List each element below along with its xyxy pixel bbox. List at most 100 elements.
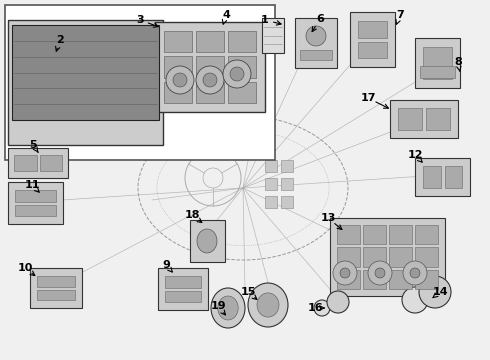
Bar (415, 158, 470, 196)
Bar (426, 108, 450, 130)
Bar (37, 289, 75, 300)
Bar (196, 31, 224, 52)
Bar (15, 204, 56, 216)
Ellipse shape (197, 229, 217, 253)
Bar (196, 56, 224, 78)
Ellipse shape (327, 291, 349, 313)
Bar (165, 291, 201, 302)
Bar (30, 268, 82, 308)
Bar (295, 18, 337, 68)
Ellipse shape (419, 276, 451, 308)
Text: 8: 8 (454, 57, 462, 67)
Bar (390, 100, 458, 138)
Bar (337, 225, 360, 244)
Ellipse shape (218, 296, 238, 320)
Ellipse shape (203, 73, 217, 87)
Bar (281, 160, 293, 172)
Text: 12: 12 (407, 150, 423, 160)
Text: 2: 2 (56, 35, 64, 45)
Text: 16: 16 (307, 303, 323, 313)
Bar (8, 20, 163, 145)
Bar (389, 270, 412, 289)
Bar (281, 178, 293, 190)
Bar (444, 166, 462, 188)
Text: 11: 11 (24, 180, 40, 190)
Bar (420, 66, 455, 78)
Ellipse shape (257, 293, 279, 317)
Text: 10: 10 (17, 263, 33, 273)
Bar (415, 38, 460, 88)
Ellipse shape (340, 268, 350, 278)
Text: 1: 1 (261, 15, 269, 25)
Ellipse shape (410, 268, 420, 278)
Ellipse shape (211, 288, 245, 328)
Ellipse shape (230, 67, 244, 81)
Text: 13: 13 (320, 213, 336, 223)
Bar (196, 82, 224, 103)
Ellipse shape (173, 73, 187, 87)
Text: 7: 7 (396, 10, 404, 20)
Bar (389, 225, 412, 244)
Bar (265, 178, 277, 190)
Bar (14, 155, 36, 171)
Bar (228, 31, 256, 52)
Text: 3: 3 (136, 15, 144, 25)
Bar (330, 218, 445, 296)
Ellipse shape (403, 261, 427, 285)
Ellipse shape (368, 261, 392, 285)
Ellipse shape (314, 300, 330, 316)
Text: 4: 4 (222, 10, 230, 20)
Bar (363, 247, 386, 267)
Bar (423, 47, 452, 79)
Bar (228, 82, 256, 103)
Bar (8, 182, 63, 224)
Ellipse shape (375, 268, 385, 278)
Bar (300, 50, 332, 60)
Bar (389, 247, 412, 267)
Text: 14: 14 (432, 287, 448, 297)
Bar (164, 56, 192, 78)
Ellipse shape (306, 26, 326, 46)
Bar (37, 276, 75, 287)
Bar (281, 196, 293, 208)
Ellipse shape (223, 60, 251, 88)
Text: 6: 6 (316, 14, 324, 24)
Bar (415, 225, 438, 244)
Ellipse shape (196, 66, 224, 94)
Text: 19: 19 (210, 301, 226, 311)
Bar (350, 12, 395, 67)
Bar (40, 155, 62, 171)
Bar (363, 270, 386, 289)
Bar (8, 148, 68, 178)
Bar (5, 5, 275, 160)
Bar (358, 21, 387, 37)
Bar (415, 247, 438, 267)
Bar (228, 56, 256, 78)
Ellipse shape (402, 287, 428, 313)
Bar (262, 18, 284, 53)
Bar (12, 25, 159, 120)
Bar (164, 31, 192, 52)
Bar (155, 22, 265, 112)
Bar (337, 247, 360, 267)
Bar (15, 190, 56, 202)
Bar (423, 166, 441, 188)
Bar (165, 276, 201, 288)
Ellipse shape (248, 283, 288, 327)
Ellipse shape (166, 66, 194, 94)
Bar (190, 220, 225, 262)
Bar (358, 41, 387, 58)
Bar (265, 196, 277, 208)
Text: 9: 9 (162, 260, 170, 270)
Bar (415, 270, 438, 289)
Bar (363, 225, 386, 244)
Ellipse shape (333, 261, 357, 285)
Text: 18: 18 (184, 210, 200, 220)
Bar (164, 82, 192, 103)
Bar (265, 160, 277, 172)
Text: 17: 17 (360, 93, 376, 103)
Text: 5: 5 (29, 140, 37, 150)
Text: 15: 15 (240, 287, 256, 297)
Bar (398, 108, 422, 130)
Bar (337, 270, 360, 289)
